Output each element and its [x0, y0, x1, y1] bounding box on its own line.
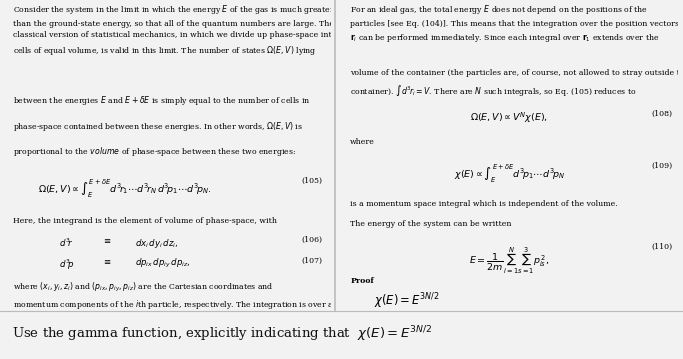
Text: (106): (106)	[302, 236, 323, 244]
Text: Consider the system in the limit in which the energy $E$ of the gas is much grea: Consider the system in the limit in whic…	[13, 3, 337, 57]
Text: momentum components of the $i$th particle, respectively. The integration is over: momentum components of the $i$th particl…	[13, 298, 339, 345]
Text: is a momentum space integral which is independent of the volume.: is a momentum space integral which is in…	[350, 200, 618, 208]
Text: Here, the integrand is the element of volume of phase-space, with: Here, the integrand is the element of vo…	[13, 216, 277, 225]
Text: (105): (105)	[302, 177, 323, 185]
Text: phase-space contained between these energies. In other words, $\Omega(E, V)$ is: phase-space contained between these ener…	[13, 120, 303, 133]
Text: where: where	[350, 138, 375, 146]
Text: $\chi(E) \propto \int_E^{E+\delta E} d^3\!p_1 \cdots d^3\!p_N$: $\chi(E) \propto \int_E^{E+\delta E} d^3…	[454, 163, 565, 185]
Text: For an ideal gas, the total energy $E$ does not depend on the positions of the
p: For an ideal gas, the total energy $E$ d…	[350, 3, 680, 44]
Text: (110): (110)	[651, 243, 672, 251]
Text: proportional to the $volume$ of phase-space between these two energies:: proportional to the $volume$ of phase-sp…	[13, 145, 296, 158]
Text: The energy of the system can be written: The energy of the system can be written	[350, 220, 512, 228]
Text: between the energies $E$ and $E + \delta E$ is simply equal to the number of cel: between the energies $E$ and $E + \delta…	[13, 94, 311, 107]
Text: $\Omega(E,V) \propto V^N \chi(E),$: $\Omega(E,V) \propto V^N \chi(E),$	[470, 111, 548, 125]
Text: (109): (109)	[651, 162, 672, 170]
Text: (107): (107)	[302, 257, 323, 265]
Text: Proof: Proof	[350, 276, 374, 285]
Text: $\equiv$: $\equiv$	[102, 236, 112, 245]
Text: $\equiv$: $\equiv$	[102, 257, 112, 266]
Text: $dp_{ix}\, dp_{iy}\, dp_{iz},$: $dp_{ix}\, dp_{iy}\, dp_{iz},$	[135, 257, 190, 270]
Text: $dx_i\, dy_i\, dz_i,$: $dx_i\, dy_i\, dz_i,$	[135, 237, 178, 250]
Text: Use the gamma function, explicitly indicating that  $\chi(E) = E^{3N/2}$: Use the gamma function, explicitly indic…	[12, 324, 432, 344]
Text: $d^3\!r$: $d^3\!r$	[59, 237, 74, 249]
Text: $\chi(E) = E^{3N/2}$: $\chi(E) = E^{3N/2}$	[374, 291, 440, 311]
Text: (108): (108)	[651, 110, 672, 118]
Text: $d^3\!p$: $d^3\!p$	[59, 257, 75, 271]
Text: $E = \dfrac{1}{2m}\sum_{i=1}^{N}\sum_{s=1}^{3} p_{is}^{\,2},$: $E = \dfrac{1}{2m}\sum_{i=1}^{N}\sum_{s=…	[469, 246, 549, 276]
Text: $\Omega(E,V) \propto \int_E^{E+\delta E} d^3\!r_1 \cdots d^3\!r_N\, d^3\!p_1 \cd: $\Omega(E,V) \propto \int_E^{E+\delta E}…	[38, 178, 212, 200]
Text: where $(x_i, y_i, z_i)$ and $(p_{ix}, p_{iy}, p_{iz})$ are the Cartesian coordin: where $(x_i, y_i, z_i)$ and $(p_{ix}, p_…	[13, 281, 274, 294]
Text: volume of the container (the particles are, of course, not allowed to stray outs: volume of the container (the particles a…	[350, 69, 683, 98]
